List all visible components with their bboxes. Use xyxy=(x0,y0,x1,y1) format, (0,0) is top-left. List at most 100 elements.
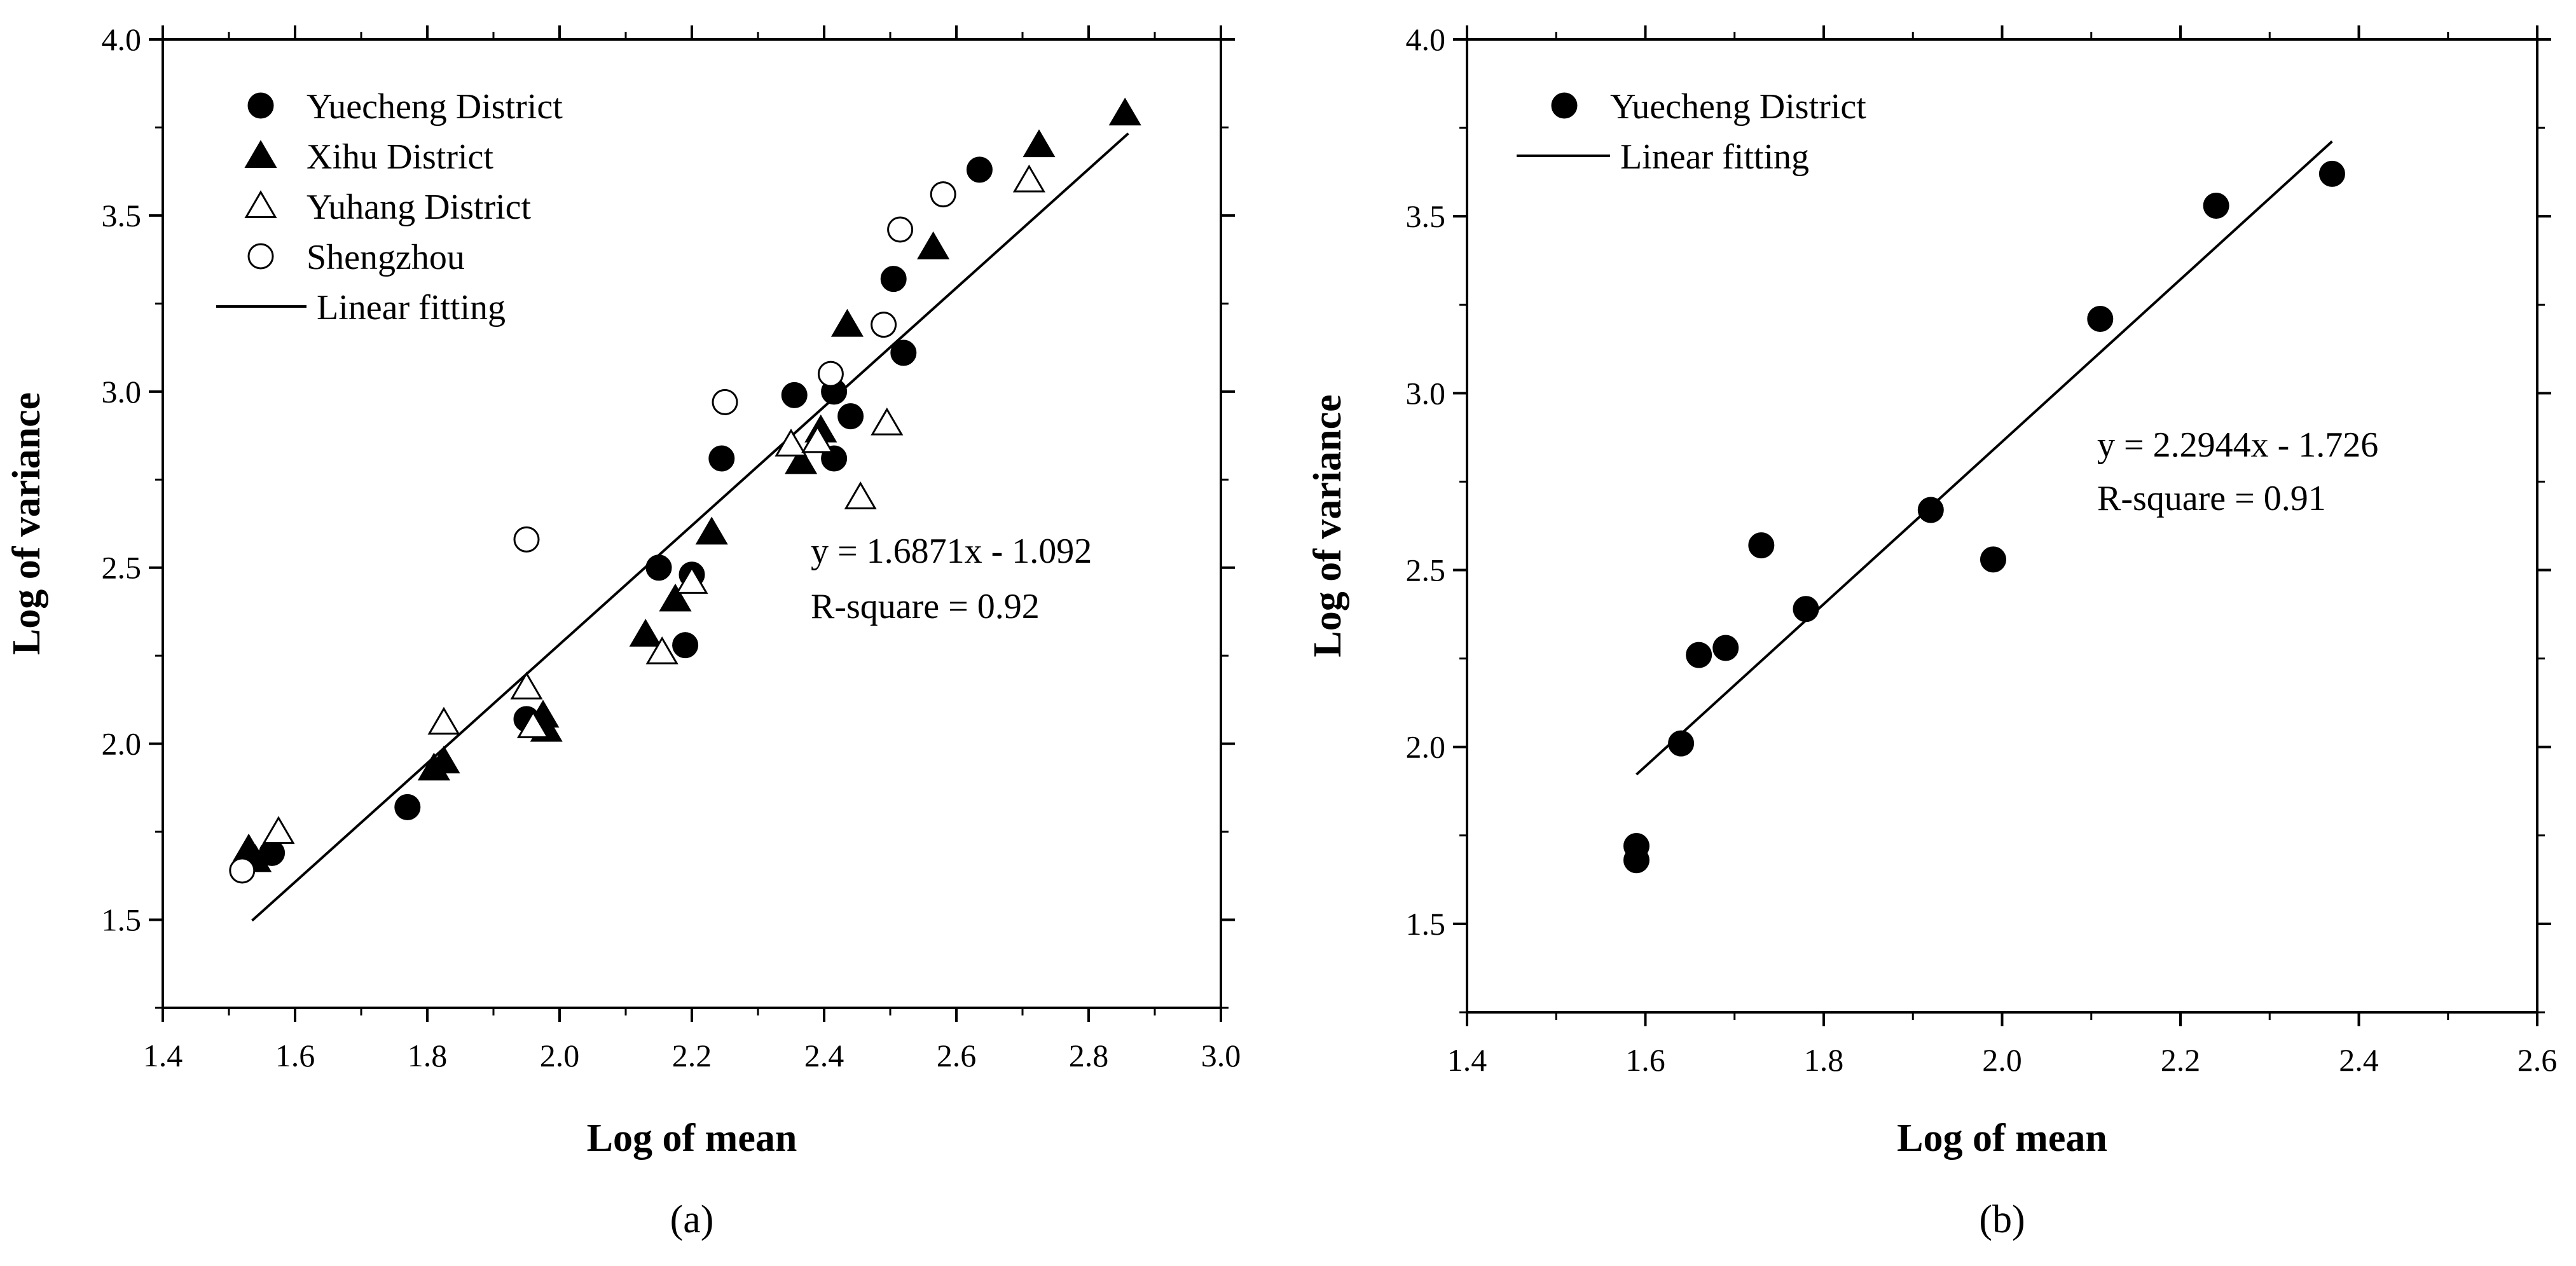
y-tick-label: 2.5 xyxy=(1406,553,1446,588)
data-point xyxy=(837,403,864,430)
data-point xyxy=(1793,596,1819,623)
series-yuhang-district xyxy=(262,164,1045,844)
legend-label: Yuecheng District xyxy=(1610,87,1866,127)
data-point xyxy=(785,446,818,474)
legend-marker xyxy=(244,190,277,218)
x-tick-label: 1.6 xyxy=(1625,1042,1665,1078)
legend-label: Shengzhou xyxy=(307,238,465,277)
data-point xyxy=(516,710,549,738)
data-point xyxy=(645,554,672,581)
x-axis-title: Log of mean xyxy=(587,1117,797,1160)
data-point xyxy=(672,632,699,659)
data-point xyxy=(830,308,864,337)
legend-label: Xihu District xyxy=(307,137,493,177)
legend-marker xyxy=(1551,92,1578,119)
x-tick-label: 2.0 xyxy=(540,1038,580,1073)
x-tick-label: 2.6 xyxy=(2517,1042,2558,1078)
data-point xyxy=(229,857,256,884)
panel-label: (a) xyxy=(670,1198,714,1241)
legend-marker xyxy=(247,92,274,119)
x-tick-label: 2.6 xyxy=(937,1038,977,1073)
series-shengzhou xyxy=(229,181,956,884)
y-tick-label: 1.5 xyxy=(1406,906,1446,942)
y-tick-label: 3.5 xyxy=(102,198,142,233)
legend-label: Yuhang District xyxy=(307,188,532,227)
data-point xyxy=(1917,497,1944,523)
data-point xyxy=(781,382,808,408)
data-point xyxy=(871,312,897,338)
data-point xyxy=(2087,306,2114,333)
data-point xyxy=(1108,97,1141,126)
data-point xyxy=(930,181,956,208)
y-tick-label: 2.0 xyxy=(102,726,142,762)
data-point xyxy=(801,425,834,453)
data-point xyxy=(645,636,678,664)
x-tick-label: 1.4 xyxy=(143,1038,183,1073)
data-point xyxy=(708,445,735,472)
data-point xyxy=(1748,532,1775,559)
data-point xyxy=(695,516,728,545)
fit-line xyxy=(251,132,1129,922)
fit-equation: y = 2.2944x - 1.726 xyxy=(2097,425,2378,465)
legend: Yuecheng District Xihu District Yuhang Dis… xyxy=(216,87,563,327)
x-tick-label: 2.2 xyxy=(2161,1042,2201,1078)
panel-label: (b) xyxy=(1979,1198,2025,1241)
data-point xyxy=(1023,129,1056,158)
x-tick-label: 3.0 xyxy=(1201,1038,1241,1073)
legend-label: Yuecheng District xyxy=(307,87,563,127)
series-yuecheng-district xyxy=(1623,160,2345,874)
y-tick-label: 4.0 xyxy=(1406,22,1446,57)
legend-marker xyxy=(244,140,277,168)
data-point xyxy=(1686,642,1712,668)
data-point xyxy=(1012,164,1045,193)
y-tick-label: 2.0 xyxy=(1406,729,1446,765)
data-point xyxy=(887,216,914,243)
data-point xyxy=(675,566,708,594)
legend-marker xyxy=(247,243,274,270)
y-axis-title: Log of variance xyxy=(5,392,48,655)
data-point xyxy=(427,745,460,774)
y-axis-title: Log of variance xyxy=(1306,394,1349,657)
x-tick-label: 2.4 xyxy=(804,1038,844,1073)
data-point xyxy=(510,671,543,700)
data-point xyxy=(1980,546,2006,573)
data-point xyxy=(1623,847,1650,874)
y-tick-label: 3.5 xyxy=(1406,198,1446,234)
r-squared: R-square = 0.91 xyxy=(2097,479,2326,518)
y-tick-label: 3.0 xyxy=(102,374,142,409)
data-point xyxy=(394,794,421,820)
legend-label: Linear fitting xyxy=(1620,137,1809,177)
data-point xyxy=(917,231,950,259)
panel-b: 1.4 1.6 1.8 2.0 2.2 2.4 2.6 1.5 2.0 2.5 3.0 3.5 4.0 L… xyxy=(1306,22,2557,1241)
legend: Yuecheng District Linear fitting xyxy=(1517,87,1866,177)
data-point xyxy=(2318,160,2345,187)
data-point xyxy=(2203,192,2229,219)
data-point xyxy=(775,429,808,457)
plot-frame xyxy=(162,38,1222,1009)
x-tick-label: 1.4 xyxy=(1447,1042,1487,1078)
fit-line xyxy=(1636,140,2333,776)
y-tick-label: 2.5 xyxy=(102,550,142,586)
fit-equation: y = 1.6871x - 1.092 xyxy=(811,532,1092,571)
x-tick-label: 1.6 xyxy=(275,1038,315,1073)
data-point xyxy=(513,526,540,553)
data-point xyxy=(1668,730,1695,757)
data-point xyxy=(817,361,844,387)
data-point xyxy=(262,816,295,844)
panel-a: 1.4 1.6 1.8 2.0 2.2 2.4 2.6 2.8 3.0 1.5 2.0 2.5 3.0 3… xyxy=(5,22,1241,1241)
data-point xyxy=(629,619,662,647)
y-tick-label: 3.0 xyxy=(1406,375,1446,411)
r-squared: R-square = 0.92 xyxy=(811,587,1040,626)
y-tick-label: 4.0 xyxy=(102,22,142,57)
x-tick-label: 2.2 xyxy=(672,1038,712,1073)
data-point xyxy=(880,266,907,292)
y-tick-label: 1.5 xyxy=(102,902,142,938)
data-point xyxy=(844,481,877,509)
x-tick-label: 2.8 xyxy=(1069,1038,1109,1073)
data-point xyxy=(890,340,917,366)
data-point xyxy=(659,583,692,612)
data-point xyxy=(966,156,993,183)
x-axis-title: Log of mean xyxy=(1897,1117,2107,1160)
x-tick-label: 1.8 xyxy=(408,1038,448,1073)
